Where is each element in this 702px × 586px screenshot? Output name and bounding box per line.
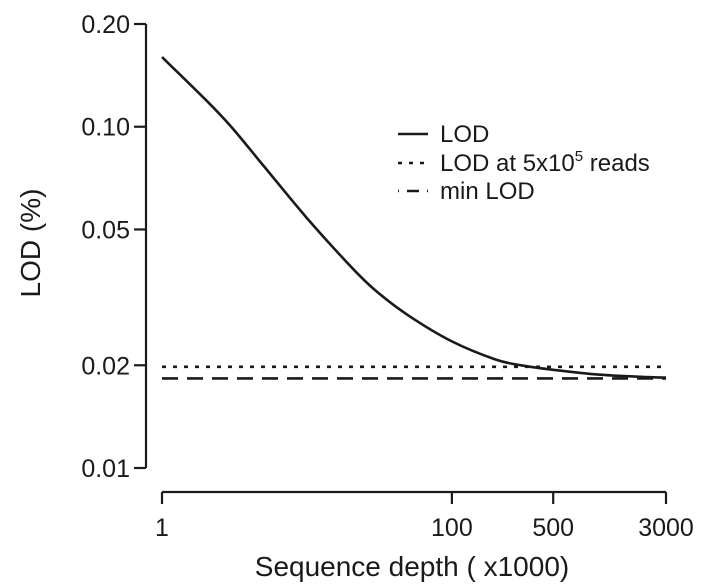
legend-label-lod-at-5x10-5-reads: LOD at 5x105 reads: [440, 148, 650, 177]
x-axis-title: Sequence depth ( x1000): [255, 551, 569, 582]
legend-label-exponent: 5: [575, 148, 583, 165]
lod-line: [161, 56, 667, 379]
y-tick-label-0-02: 0.02: [81, 352, 130, 380]
x-tick-label-100: 100: [431, 514, 473, 542]
legend: LOD LOD at 5x105 reads min LOD: [398, 121, 650, 205]
x-tick-label-1: 1: [155, 514, 169, 542]
legend-label-part-a: LOD at 5x10: [440, 150, 575, 177]
y-tick-label-0-20: 0.20: [81, 11, 130, 39]
y-tick-label-0-10: 0.10: [81, 114, 130, 142]
x-axis: 1 100 500 3000: [155, 490, 694, 542]
y-tick-label-0-01: 0.01: [81, 455, 130, 483]
x-tick-label-500: 500: [532, 514, 574, 542]
series-layer: [161, 56, 667, 380]
y-tick-label-0-05: 0.05: [81, 216, 130, 244]
y-axis: 0.01 0.02 0.05 0.10 0.20: [81, 11, 148, 483]
y-axis-title: LOD (%): [15, 189, 46, 298]
x-tick-label-3000: 3000: [638, 514, 694, 542]
legend-label-min-lod: min LOD: [440, 178, 535, 205]
legend-label-part-b: reads: [583, 150, 650, 177]
legend-label-lod: LOD: [440, 121, 489, 148]
